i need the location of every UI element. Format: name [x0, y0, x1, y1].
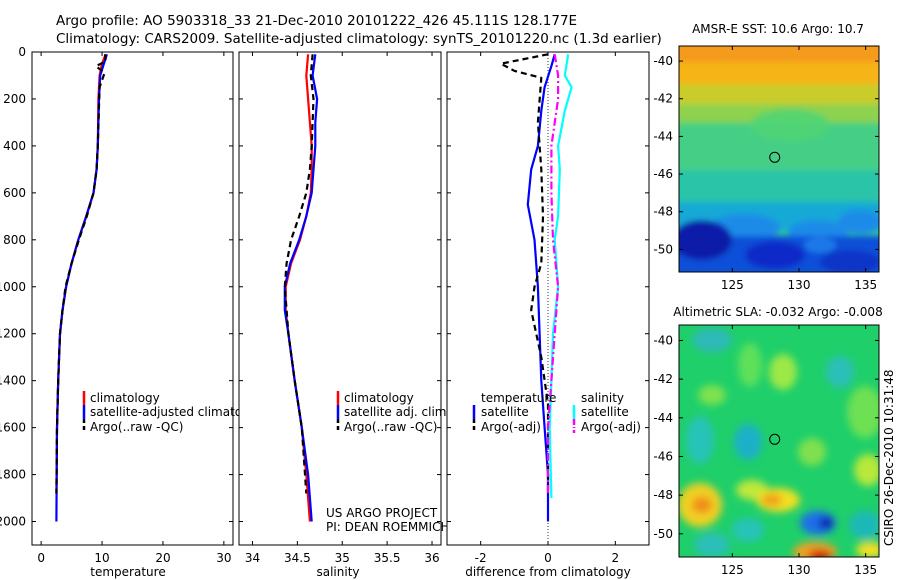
legend-title-temperature: temperature [481, 391, 556, 405]
series-line-temperature-argo-adj [499, 53, 550, 494]
x-tick-label: 130 [788, 278, 811, 292]
difference-axis-ticks: -2 0 2 [447, 51, 649, 565]
y-tick-label: -46 [653, 167, 673, 181]
salinity-xlabel: salinity [316, 565, 359, 579]
sst-map-axis-ticks: 125 130 135 -40 -42 -44 -46 -48 -50 [653, 46, 879, 292]
difference-profile-panel: difference from climatology -2 0 2 tempera… [446, 51, 650, 579]
legend-label-sal-argo: Argo(-adj) [581, 420, 641, 434]
salinity-plot-frame [238, 51, 442, 546]
x-tick-label: 135 [854, 278, 877, 292]
figure-subtitle: Climatology: CARS2009. Satellite-adjuste… [56, 31, 662, 47]
legend-label-climatology: climatology [90, 391, 160, 405]
legend-label-temp-satellite: satellite [481, 405, 529, 419]
series-line-argo-raw-qc [55, 54, 107, 494]
difference-legend: temperature satellite Argo(-adj) salinit… [472, 391, 641, 434]
x-tick-label: 135 [854, 563, 877, 577]
x-tick-label: 125 [721, 278, 744, 292]
argo-position-marker [769, 433, 781, 445]
sla-map-frame [678, 324, 880, 558]
legend-label-argo: Argo(..raw -QC) [344, 420, 437, 434]
y-tick-label: 1200 [0, 327, 26, 341]
x-tick-label: 2 [612, 551, 620, 565]
y-tick-label: -44 [653, 129, 673, 143]
credit-pi: PI: DEAN ROEMMICH [326, 520, 449, 534]
y-tick-label: -50 [653, 527, 673, 541]
y-tick-label: -46 [653, 449, 673, 463]
y-tick-label: 1000 [0, 280, 26, 294]
series-line-satellite-adj-clim [283, 54, 319, 522]
legend-label-satellite: satellite-adjusted climatology [90, 405, 268, 419]
salinity-axis-ticks: 34 34.5 35 35.5 36 [239, 51, 441, 565]
x-tick-label: 10 [94, 551, 109, 565]
sla-map-panel: Altimetric SLA: -0.032 Argo: -0.008 [653, 305, 882, 577]
series-line-salinity-argo-adj [546, 54, 560, 494]
x-tick-label: 35.5 [374, 551, 401, 565]
x-tick-label: 125 [721, 563, 744, 577]
difference-series-layer [499, 53, 573, 522]
salinity-profile-panel: salinity 34 34.5 35 35.5 36 climatology sate… [238, 51, 450, 579]
y-tick-label: -48 [653, 205, 673, 219]
temperature-profile-panel: temperature 0 10 20 30 0 200 400 600 800 1000 1200… [0, 45, 268, 579]
y-tick-label: 1600 [0, 421, 26, 435]
credit-project: US ARGO PROJECT [326, 506, 438, 520]
legend-label-temp-argo: Argo(-adj) [481, 420, 541, 434]
y-tick-label: 1800 [0, 468, 26, 482]
y-tick-label: -40 [653, 54, 673, 68]
y-tick-label: -42 [653, 92, 673, 106]
y-tick-label: -50 [653, 242, 673, 256]
temperature-legend: climatology satellite-adjusted climatolo… [82, 391, 268, 434]
difference-xlabel: difference from climatology [465, 565, 631, 579]
legend-label-argo: Argo(..raw -QC) [90, 420, 183, 434]
legend-label-sal-satellite: satellite [581, 405, 629, 419]
sst-map-panel: AMSR-E SST: 10.6 Argo: 10.7 [653, 22, 880, 292]
y-tick-label: 1400 [0, 374, 26, 388]
sst-map-frame [678, 45, 880, 273]
csiro-timestamp: CSIRO 26-Dec-2010 10:31:48 [882, 369, 896, 546]
x-tick-label: -2 [475, 551, 487, 565]
y-tick-label: 800 [3, 233, 26, 247]
x-tick-label: 34 [245, 551, 260, 565]
y-tick-label: 400 [3, 139, 26, 153]
y-tick-label: 200 [3, 92, 26, 106]
argo-position-marker [769, 151, 781, 163]
legend-label-satellite: satellite adj. clim. [344, 405, 450, 419]
x-tick-label: 36 [424, 551, 439, 565]
x-tick-label: 20 [155, 551, 170, 565]
sla-map-title: Altimetric SLA: -0.032 Argo: -0.008 [673, 305, 882, 319]
series-line-argo-raw-qc [283, 54, 315, 494]
y-tick-label: 600 [3, 186, 26, 200]
x-tick-label: 0 [544, 551, 552, 565]
x-tick-label: 35 [335, 551, 350, 565]
salinity-series-layer [283, 54, 319, 522]
y-tick-label: -48 [653, 488, 673, 502]
x-tick-label: 130 [788, 563, 811, 577]
sst-map-title: AMSR-E SST: 10.6 Argo: 10.7 [692, 22, 864, 36]
temperature-series-layer [55, 53, 108, 522]
y-tick-label: 2000 [0, 515, 26, 529]
x-tick-label: 30 [216, 551, 231, 565]
legend-title-salinity: salinity [581, 391, 624, 405]
figure-title: Argo profile: AO 5903318_33 21-Dec-2010 … [56, 13, 578, 29]
temperature-axis-ticks: 0 10 20 30 0 200 400 600 800 1000 1200 1400 1600 1800… [0, 45, 233, 565]
temperature-xlabel: temperature [90, 565, 165, 579]
y-tick-label: -42 [653, 372, 673, 386]
y-tick-label: 0 [18, 45, 26, 59]
temperature-plot-frame [31, 51, 234, 546]
x-tick-label: 0 [37, 551, 45, 565]
salinity-legend: climatology satellite adj. clim. Argo(..… [336, 391, 450, 434]
legend-label-climatology: climatology [344, 391, 414, 405]
y-tick-label: -40 [653, 333, 673, 347]
sla-map-axis-ticks: 125 130 135 -40 -42 -44 -46 -48 -50 [653, 325, 879, 577]
series-line-temperature-satellite [526, 54, 556, 522]
sla-heatmap [679, 325, 879, 557]
x-tick-label: 34.5 [284, 551, 311, 565]
y-tick-label: -44 [653, 411, 673, 425]
